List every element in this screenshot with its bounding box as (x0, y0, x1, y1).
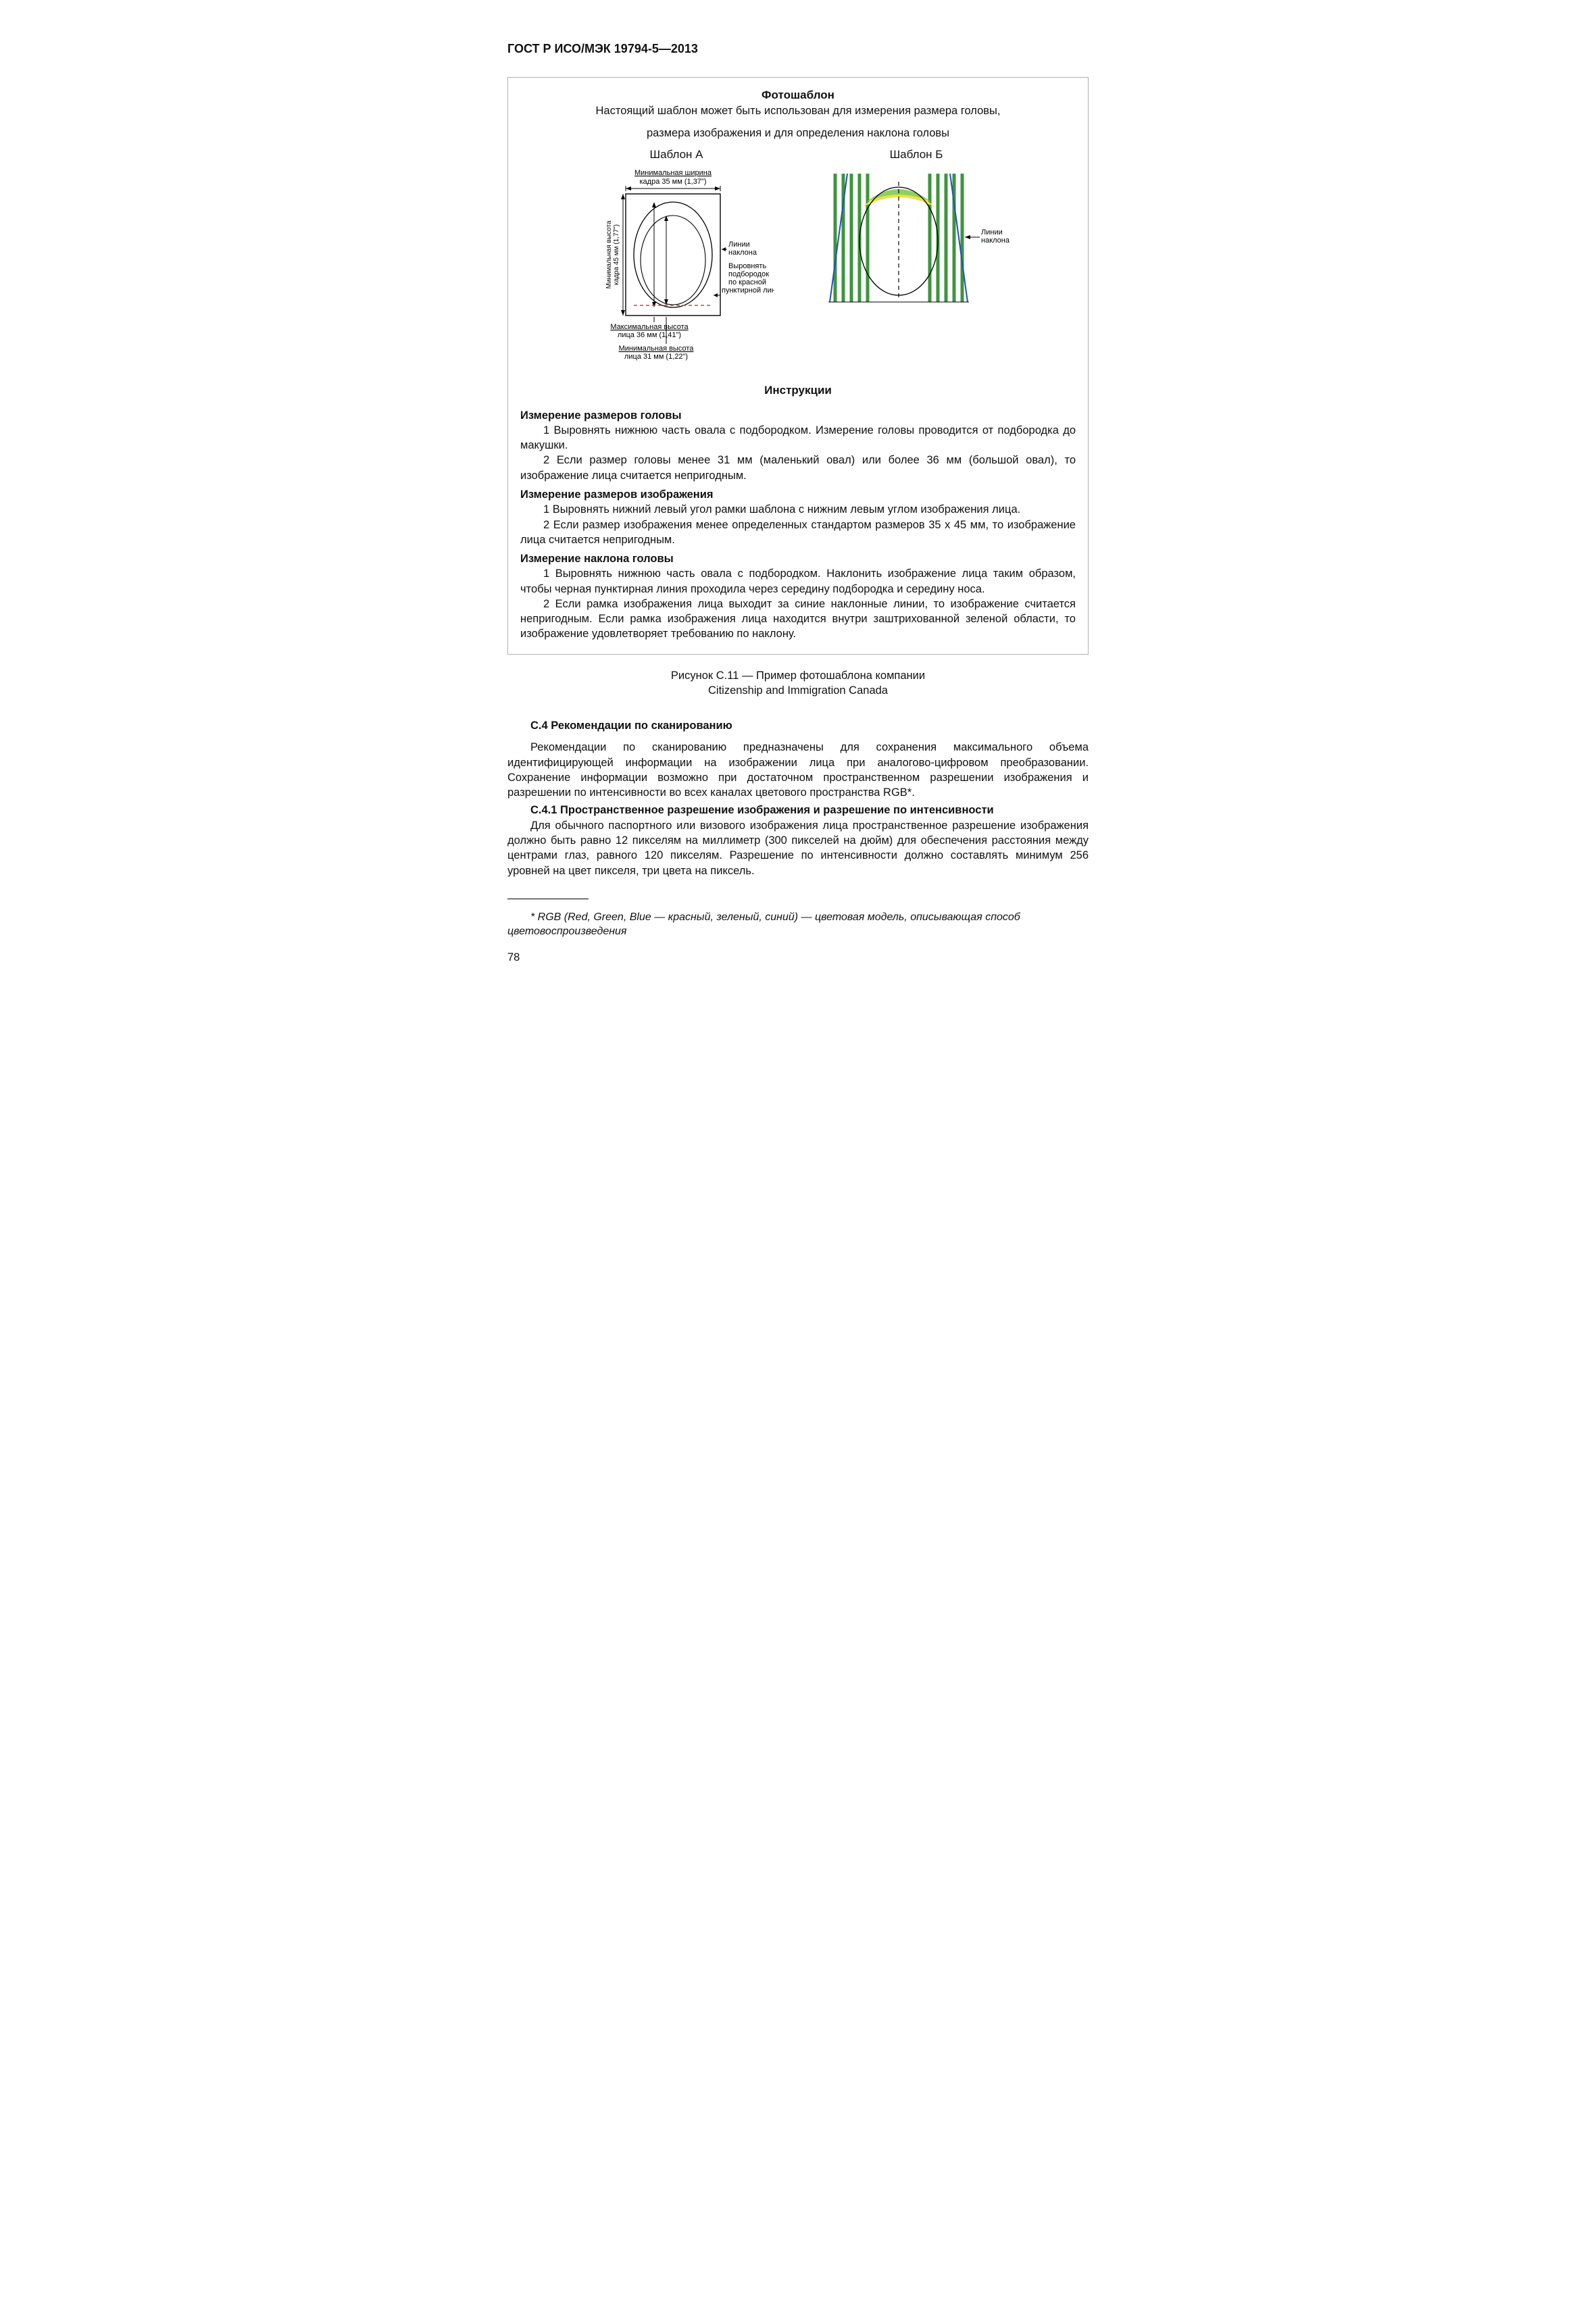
template-a-column: Шаблон А Минимальная ширина кадра 35 мм … (578, 147, 774, 370)
tilt-lines-label-b1: Линии (981, 228, 1003, 236)
document-header: ГОСТ Р ИСО/МЭК 19794-5—2013 (507, 41, 1089, 57)
figure-box: Фотошаблон Настоящий шаблон может быть и… (507, 77, 1089, 654)
max-face-value: лица 36 мм (1,41") (618, 331, 681, 339)
min-height-value: кадра 45 мм (1,77") (613, 224, 620, 285)
image-size-heading: Измерение размеров изображения (520, 487, 1076, 502)
instructions-title: Инструкции (520, 383, 1076, 399)
align-label-2: подбородок (728, 270, 769, 278)
template-b-column: Шаблон Б (815, 147, 1018, 370)
head-size-step-2: 2 Если размер головы менее 31 мм (малень… (520, 453, 1076, 483)
section-c41-para: Для обычного паспортного или визового из… (507, 818, 1089, 878)
caption-line-2: Citizenship and Immigration Canada (507, 683, 1089, 698)
min-height-label: Минимальная высота (605, 220, 613, 288)
figure-title: Фотошаблон (520, 88, 1076, 103)
template-b-label: Шаблон Б (890, 147, 943, 163)
footnote-text: * RGB (Red, Green, Blue — красный, зелен… (507, 910, 1089, 939)
tilt-step-2: 2 Если рамка изображения лица выходит за… (520, 597, 1076, 642)
min-face-label: Минимальная высота (619, 345, 695, 353)
tilt-heading: Измерение наклона головы (520, 551, 1076, 566)
tilt-step-1: 1 Выровнять нижнюю часть овала с подборо… (520, 566, 1076, 597)
figure-subtitle-2: размера изображения и для определения на… (520, 126, 1076, 141)
tilt-lines-label-a2: наклона (728, 249, 757, 257)
page: ГОСТ Р ИСО/МЭК 19794-5—2013 Фотошаблон Н… (460, 0, 1136, 992)
template-a-label: Шаблон А (649, 147, 703, 163)
head-size-heading: Измерение размеров головы (520, 408, 1076, 423)
align-label-1: Выровнять (728, 262, 766, 270)
min-face-value: лица 31 мм (1,22") (624, 353, 688, 361)
template-a-diagram: Минимальная ширина кадра 35 мм (1,37") М… (578, 167, 774, 370)
tilt-lines-label-a1: Линии (728, 241, 750, 249)
min-width-value: кадра 35 мм (1,37") (640, 178, 707, 186)
templates-row: Шаблон А Минимальная ширина кадра 35 мм … (520, 147, 1076, 370)
head-size-step-1: 1 Выровнять нижнюю часть овала с подборо… (520, 423, 1076, 453)
max-face-label: Максимальная высота (610, 323, 689, 331)
caption-line-1: Рисунок С.11 — Пример фотошаблона компан… (507, 668, 1089, 683)
section-c41-heading: С.4.1 Пространственное разрешение изобра… (507, 803, 1089, 818)
tilt-lines-label-b2: наклона (981, 236, 1010, 245)
section-c4-para-1: Рекомендации по сканированию предназначе… (507, 740, 1089, 800)
align-label-3: по красной (728, 278, 766, 286)
section-c4-heading: С.4 Рекомендации по сканированию (507, 718, 1089, 733)
template-b-diagram: Линии наклона (815, 167, 1018, 322)
image-size-step-2: 2 Если размер изображения менее определе… (520, 518, 1076, 548)
page-number: 78 (507, 950, 1089, 965)
align-label-4: пунктирной линии (722, 286, 774, 295)
figure-caption: Рисунок С.11 — Пример фотошаблона компан… (507, 668, 1089, 699)
figure-subtitle-1: Настоящий шаблон может быть использован … (520, 103, 1076, 118)
image-size-step-1: 1 Выровнять нижний левый угол рамки шабл… (520, 502, 1076, 517)
min-width-label: Минимальная ширина (634, 169, 712, 177)
